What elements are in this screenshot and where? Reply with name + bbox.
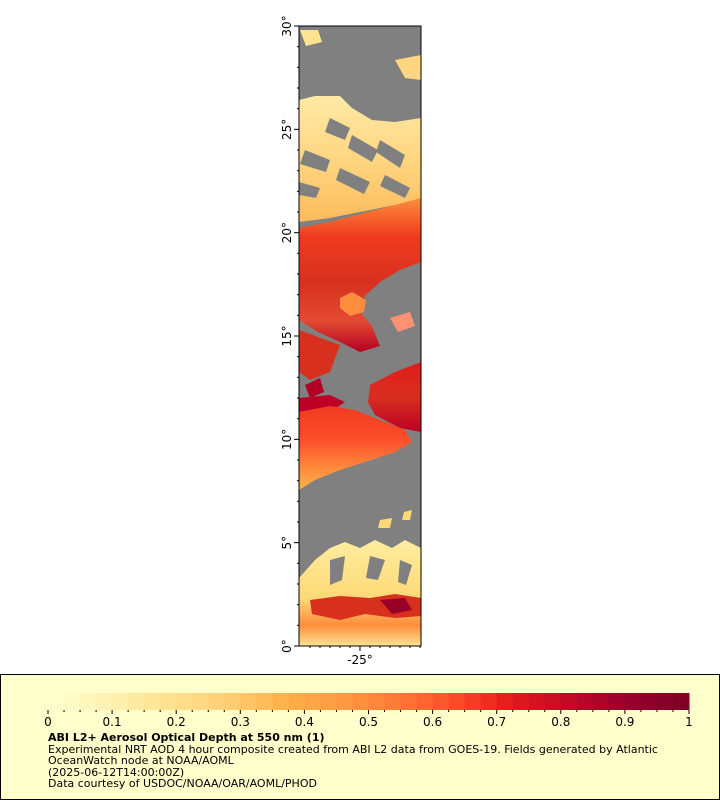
map-svg: 0° 5° 10° 15° 20° 25° 30° -25° <box>280 15 422 667</box>
no-data-streak <box>299 182 320 198</box>
colorbar-cell <box>144 693 161 710</box>
southern-scattered-pixels <box>402 510 412 520</box>
lat-tick-label: 30° <box>280 15 294 36</box>
legend-panel: 0 0.1 0.2 0.3 0.4 0.5 0.6 0.7 0.8 0.9 1 ABI L2+ Ae… <box>0 674 720 800</box>
colorbar-tick-label: 0.3 <box>231 715 250 729</box>
no-data-streak <box>336 168 370 194</box>
colorbar-cell <box>560 693 578 710</box>
colorbar-tick-label: 0 <box>44 715 52 729</box>
legend-title: ABI L2+ Aerosol Optical Depth at 550 nm … <box>48 731 325 744</box>
map-panel: 0° 5° 10° 15° 20° 25° 30° -25° <box>280 15 422 667</box>
longitude-axis: -25° <box>309 646 421 667</box>
colorbar <box>48 693 690 710</box>
colorbar-cell <box>576 693 594 710</box>
colorbar-axis: 0 0.1 0.2 0.3 0.4 0.5 0.6 0.7 0.8 0.9 1 <box>44 710 693 729</box>
colorbar-tick-label: 0.1 <box>103 715 122 729</box>
colorbar-tick-label: 0.7 <box>487 715 506 729</box>
colorbar-cell <box>128 693 145 710</box>
colorbar-cell <box>464 693 482 710</box>
mid-high-aod-patch <box>368 362 421 432</box>
no-data-streak <box>398 560 412 585</box>
southern-max-aod-patch <box>380 598 412 614</box>
colorbar-cell <box>624 693 642 710</box>
no-data-streak <box>300 150 330 172</box>
colorbar-tick-label: 0.4 <box>295 715 314 729</box>
colorbar-cell <box>208 693 225 710</box>
northern-high-aod-band <box>299 198 421 352</box>
colorbar-cell <box>496 693 514 710</box>
colorbar-cell <box>256 693 273 710</box>
colorbar-cell <box>192 693 209 710</box>
northern-low-aod-fleck <box>300 30 322 46</box>
northern-low-aod-speckle <box>395 55 421 80</box>
colorbar-cell <box>288 693 305 710</box>
lower-moderate-aod-band <box>299 406 412 490</box>
lat-tick-label: 15° <box>280 325 294 346</box>
colorbar-cell <box>512 693 530 710</box>
colorbar-tick-label: 0.6 <box>423 715 442 729</box>
colorbar-tick-label: 0.2 <box>167 715 186 729</box>
colorbar-cell <box>224 693 241 710</box>
colorbar-cell <box>320 693 337 710</box>
colorbar-cell <box>352 693 369 710</box>
colorbar-cell <box>368 693 386 710</box>
legend-credit: Data courtesy of USDOC/NOAA/OAR/AOML/PHO… <box>48 777 317 790</box>
no-data-streak <box>380 175 410 198</box>
no-data-streak <box>376 140 405 168</box>
colorbar-cell <box>384 693 402 710</box>
lat-tick-label: 10° <box>280 429 294 450</box>
colorbar-cell <box>400 693 418 710</box>
no-data-streak <box>366 556 385 580</box>
colorbar-cell <box>304 693 321 710</box>
legend-time: (2025-06-12T14:00:00Z) <box>48 765 185 779</box>
no-data-streak <box>325 118 350 140</box>
colorbar-tick-label: 0.9 <box>615 715 634 729</box>
lat-tick-label: 25° <box>280 119 294 140</box>
colorbar-svg: 0 0.1 0.2 0.3 0.4 0.5 0.6 0.7 0.8 0.9 1 <box>44 693 693 729</box>
streak-high-aod <box>305 378 324 398</box>
colorbar-tick-label: 1 <box>685 715 693 729</box>
colorbar-cell <box>64 693 81 710</box>
colorbar-cell <box>640 693 658 710</box>
lat-tick-label: 5° <box>280 536 294 550</box>
colorbar-cell <box>160 693 177 710</box>
colorbar-cell <box>80 693 97 710</box>
colorbar-cell <box>112 693 129 710</box>
colorbar-cell <box>240 693 257 710</box>
colorbar-cell <box>176 693 193 710</box>
colorbar-cell <box>432 693 450 710</box>
latitude-axis: 0° 5° 10° 15° 20° 25° 30° <box>280 15 299 653</box>
colorbar-cell <box>448 693 466 710</box>
colorbar-cell <box>480 693 498 710</box>
lat-tick-label: 0° <box>280 639 294 653</box>
colorbar-cell <box>672 693 690 710</box>
colorbar-tick-label: 0.8 <box>551 715 570 729</box>
northern-high-aod-detail <box>340 292 366 316</box>
southern-mixed-aod <box>299 540 421 646</box>
colorbar-cell <box>416 693 434 710</box>
legend-text-block: ABI L2+ Aerosol Optical Depth at 550 nm … <box>48 732 708 790</box>
northern-high-aod-detail <box>390 312 415 332</box>
lat-tick-label: 20° <box>280 222 294 243</box>
colorbar-cell <box>96 693 113 710</box>
colorbar-tick-label: 0.5 <box>359 715 378 729</box>
colorbar-cell <box>592 693 610 710</box>
colorbar-cell <box>528 693 546 710</box>
southern-scattered-pixels <box>378 518 392 528</box>
colorbar-cell <box>544 693 562 710</box>
lon-tick-label: -25° <box>347 653 373 667</box>
no-data-streak <box>330 556 345 585</box>
streak-high-aod <box>299 330 340 380</box>
colorbar-cell <box>272 693 289 710</box>
colorbar-cell <box>608 693 626 710</box>
colorbar-cell <box>656 693 674 710</box>
no-data-streak <box>348 135 378 162</box>
colorbar-cell <box>48 693 65 710</box>
colorbar-cell <box>336 693 353 710</box>
legend-description: Experimental NRT AOD 4 hour composite cr… <box>48 742 658 767</box>
